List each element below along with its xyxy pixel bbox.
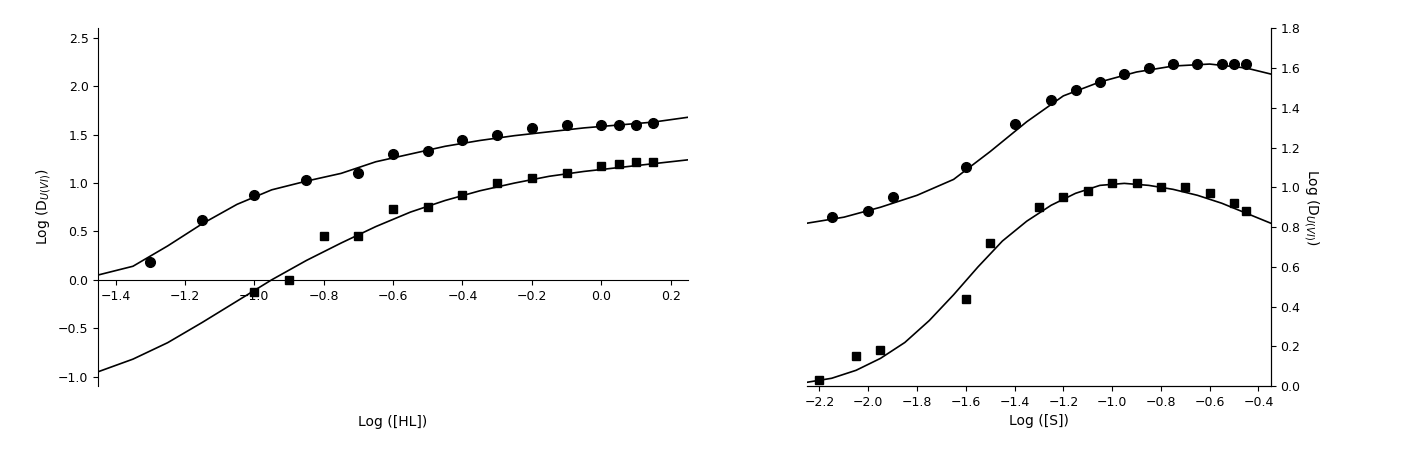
X-axis label: Log ([HL]): Log ([HL]) xyxy=(358,415,428,429)
Y-axis label: Log (D$_{U(VI)}$): Log (D$_{U(VI)}$) xyxy=(1302,169,1321,245)
X-axis label: Log ([S]): Log ([S]) xyxy=(1009,414,1068,429)
Y-axis label: Log (D$_{U(VI)}$): Log (D$_{U(VI)}$) xyxy=(34,169,52,245)
